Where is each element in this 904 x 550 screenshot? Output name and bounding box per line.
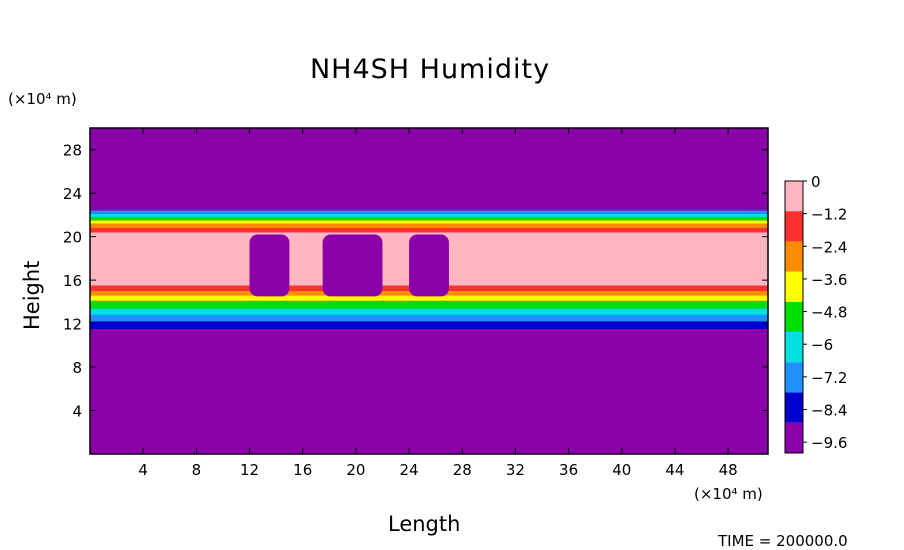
heatmap-band xyxy=(90,321,768,330)
heatmap-band xyxy=(90,314,768,322)
colorbar-label: 0 xyxy=(811,173,821,191)
heatmap-band xyxy=(90,217,768,221)
y-unit-label: (×10⁴ m) xyxy=(8,90,77,108)
heatmap-band xyxy=(90,308,768,315)
colorbar-swatch xyxy=(785,211,803,242)
y-tick-label: 4 xyxy=(72,403,82,421)
x-tick-label: 16 xyxy=(293,461,312,479)
colorbar-label: −4.8 xyxy=(811,304,847,322)
y-tick-label: 24 xyxy=(63,185,82,203)
colorbar: 0 −1.2 −2.4 −3.6 −4.8 −6 −7.2 −8.4 −9.6 xyxy=(784,173,847,454)
colorbar-swatch xyxy=(785,362,803,393)
x-tick-label: 40 xyxy=(612,461,631,479)
y-tick-label: 16 xyxy=(63,272,82,290)
x-tick-label: 12 xyxy=(240,461,259,479)
plot-frame xyxy=(89,127,769,455)
x-tick-label: 4 xyxy=(138,461,148,479)
chart-title: NH4SH Humidity xyxy=(309,54,551,85)
colorbar-label: −3.6 xyxy=(811,271,847,289)
colorbar-label: −8.4 xyxy=(811,401,847,419)
heatmap-band xyxy=(90,223,768,228)
heatmap-band xyxy=(90,213,768,218)
x-ticks: 4 8 12 16 20 24 28 32 36 40 44 48 xyxy=(138,128,738,479)
y-tick-label: 28 xyxy=(63,142,82,160)
colorbar-label: −7.2 xyxy=(811,369,847,387)
heatmap-band xyxy=(90,210,768,214)
dry-region xyxy=(322,234,383,297)
colorbar-swatch xyxy=(785,241,803,272)
heatmap-band xyxy=(90,227,768,233)
x-tick-label: 36 xyxy=(559,461,578,479)
colorbar-swatch xyxy=(785,181,803,212)
x-tick-label: 20 xyxy=(346,461,365,479)
dry-region xyxy=(409,234,449,297)
y-tick-label: 20 xyxy=(63,229,82,247)
dry-region xyxy=(249,234,290,297)
plot-area xyxy=(90,128,768,454)
colorbar-label: −9.6 xyxy=(811,434,847,452)
heatmap-band xyxy=(90,220,768,224)
colorbar-swatch xyxy=(785,271,803,302)
x-tick-label: 44 xyxy=(665,461,684,479)
heatmap-band xyxy=(90,295,768,301)
x-axis-label: Length xyxy=(388,512,461,536)
y-ticks: 4 8 12 16 20 24 28 xyxy=(63,142,768,421)
colorbar-swatch xyxy=(785,301,803,333)
colorbar-label: −6 xyxy=(811,336,833,354)
x-tick-label: 48 xyxy=(719,461,738,479)
x-tick-label: 8 xyxy=(192,461,202,479)
y-tick-label: 8 xyxy=(72,359,82,377)
colorbar-label: −1.2 xyxy=(811,206,847,224)
x-tick-label: 28 xyxy=(453,461,472,479)
y-tick-label: 12 xyxy=(63,316,82,334)
colorbar-swatch xyxy=(785,392,803,423)
colorbar-label: −2.4 xyxy=(811,238,847,256)
colorbar-frame xyxy=(784,180,804,454)
colorbar-swatch xyxy=(785,332,803,363)
x-tick-label: 32 xyxy=(506,461,525,479)
x-unit-label: (×10⁴ m) xyxy=(694,485,763,503)
heatmap-band xyxy=(90,300,768,309)
colorbar-swatch xyxy=(785,422,803,453)
x-tick-label: 24 xyxy=(400,461,419,479)
